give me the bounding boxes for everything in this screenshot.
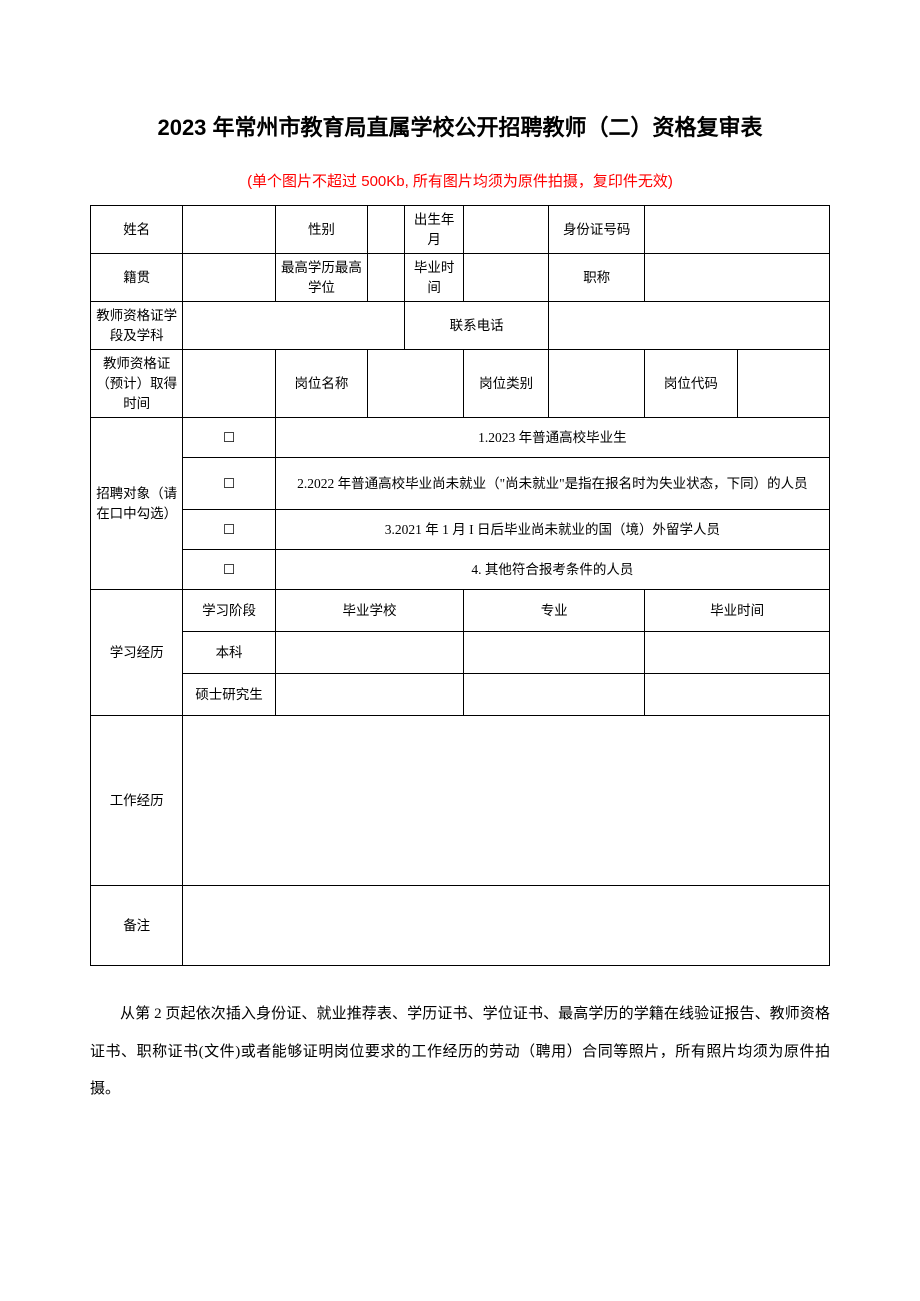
- label-study-history: 学习经历: [91, 590, 183, 716]
- value-master-school: [275, 674, 463, 716]
- document-page: 2023 年常州市教育局直属学校公开招聘教师（二）资格复审表 (单个图片不超过 …: [0, 0, 920, 1301]
- value-post-type: [549, 350, 645, 418]
- value-bachelor-school: [275, 632, 463, 674]
- label-gender: 性别: [275, 206, 367, 254]
- value-work-history: [183, 716, 830, 886]
- label-teacher-cert: 教师资格证学段及学科: [91, 302, 183, 350]
- page-title: 2023 年常州市教育局直属学校公开招聘教师（二）资格复审表: [90, 110, 830, 142]
- label-job-title: 职称: [549, 254, 645, 302]
- label-remark: 备注: [91, 886, 183, 966]
- label-master: 硕士研究生: [183, 674, 275, 716]
- label-native-place: 籍贯: [91, 254, 183, 302]
- value-job-title: [645, 254, 830, 302]
- label-post-code: 岗位代码: [645, 350, 737, 418]
- label-highest-edu: 最高学历最高学位: [275, 254, 367, 302]
- option-1: 1.2023 年普通高校毕业生: [275, 418, 829, 458]
- value-remark: [183, 886, 830, 966]
- value-phone: [549, 302, 830, 350]
- checkbox-opt4[interactable]: ☐: [183, 550, 275, 590]
- label-phone: 联系电话: [405, 302, 549, 350]
- label-major: 专业: [464, 590, 645, 632]
- label-target-group: 招聘对象（请在口中勾选）: [91, 418, 183, 590]
- label-work-history: 工作经历: [91, 716, 183, 886]
- value-idno: [645, 206, 830, 254]
- checkbox-opt1[interactable]: ☐: [183, 418, 275, 458]
- value-name: [183, 206, 275, 254]
- review-form-table: 姓名 性别 出生年月 身份证号码 籍贯 最高学历最高学位 毕业时间 职称 教师资…: [90, 205, 830, 966]
- value-master-time: [645, 674, 830, 716]
- value-highest-edu: [368, 254, 405, 302]
- value-post-name: [368, 350, 464, 418]
- label-birth: 出生年月: [405, 206, 464, 254]
- label-name: 姓名: [91, 206, 183, 254]
- value-native-place: [183, 254, 275, 302]
- checkbox-opt3[interactable]: ☐: [183, 510, 275, 550]
- label-bachelor: 本科: [183, 632, 275, 674]
- checkbox-opt2[interactable]: ☐: [183, 458, 275, 510]
- label-study-stage: 学习阶段: [183, 590, 275, 632]
- value-birth: [464, 206, 549, 254]
- option-4: 4. 其他符合报考条件的人员: [275, 550, 829, 590]
- value-post-code: [737, 350, 829, 418]
- label-grad-time2: 毕业时间: [645, 590, 830, 632]
- value-bachelor-major: [464, 632, 645, 674]
- value-teacher-cert-time: [183, 350, 275, 418]
- label-teacher-cert-time: 教师资格证（预计）取得时间: [91, 350, 183, 418]
- label-post-name: 岗位名称: [275, 350, 367, 418]
- label-idno: 身份证号码: [549, 206, 645, 254]
- footer-text: 从第 2 页起依次插入身份证、就业推荐表、学历证书、学位证书、最高学历的学籍在线…: [90, 996, 830, 1109]
- label-grad-time: 毕业时间: [405, 254, 464, 302]
- value-bachelor-time: [645, 632, 830, 674]
- label-grad-school: 毕业学校: [275, 590, 463, 632]
- value-master-major: [464, 674, 645, 716]
- value-grad-time: [464, 254, 549, 302]
- value-teacher-cert: [183, 302, 405, 350]
- page-subtitle: (单个图片不超过 500Kb, 所有图片均须为原件拍摄，复印件无效): [90, 170, 830, 191]
- label-post-type: 岗位类别: [464, 350, 549, 418]
- option-3: 3.2021 年 1 月 I 日后毕业尚未就业的国（境）外留学人员: [275, 510, 829, 550]
- value-gender: [368, 206, 405, 254]
- option-2: 2.2022 年普通高校毕业尚未就业（"尚未就业"是指在报名时为失业状态，下同）…: [275, 458, 829, 510]
